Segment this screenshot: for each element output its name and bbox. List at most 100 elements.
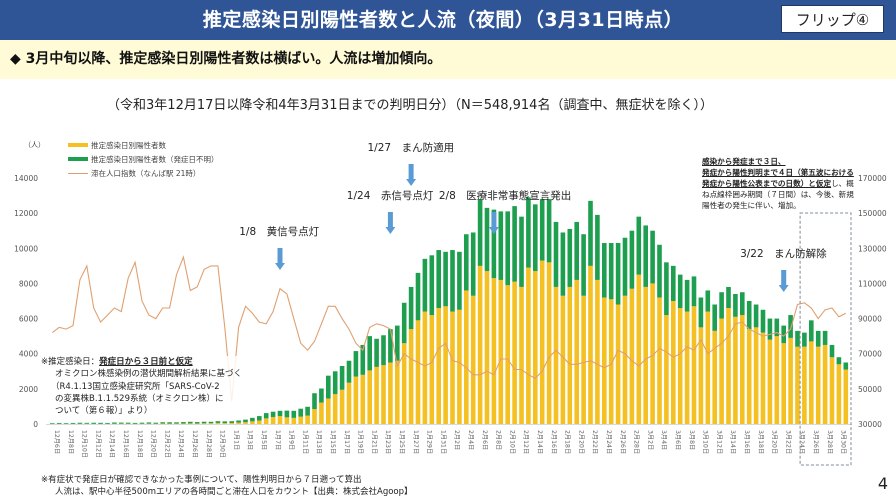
bar-onset-known bbox=[429, 315, 435, 424]
bar-onset-unknown bbox=[719, 292, 724, 319]
x-axis-tick-label: 12月20日 bbox=[150, 430, 157, 458]
bar-onset-known bbox=[774, 336, 780, 424]
note-line: ついて（第６報）」より） bbox=[55, 406, 153, 417]
arrow-icon bbox=[408, 164, 414, 179]
bar-onset-unknown bbox=[809, 320, 814, 342]
bar-onset-known bbox=[802, 346, 807, 424]
x-axis-tick-label: 3月26日 bbox=[812, 430, 819, 454]
bar-onset-known bbox=[698, 327, 704, 424]
bar-onset-unknown bbox=[629, 230, 635, 289]
bar-onset-known bbox=[332, 394, 338, 424]
arrow-icon bbox=[387, 212, 393, 227]
right-axis: 30000 50000 70000 90000 110000 130000 150000 17… bbox=[858, 174, 887, 429]
people-flow-line bbox=[51, 255, 847, 402]
legend-swatch-green bbox=[68, 157, 88, 161]
bar-onset-unknown bbox=[188, 421, 193, 424]
x-axis-tick-label: 2月24日 bbox=[605, 430, 612, 454]
summary-banner: ◆ 3月中旬以降、推定感染日別陽性者数は横ばい。人流は増加傾向。 bbox=[0, 40, 896, 79]
bar-onset-unknown bbox=[560, 232, 566, 296]
x-axis-tick-label: 12月18日 bbox=[136, 430, 143, 458]
bar-onset-known bbox=[733, 316, 738, 424]
flip-badge: フリップ④ bbox=[781, 5, 884, 33]
bar-onset-known bbox=[588, 265, 593, 424]
bar-onset-unknown bbox=[105, 422, 110, 424]
footnote-line: ※有症状で発症日が確認できなかった事例について、陽性判明日から７日遡って算出 bbox=[41, 475, 362, 485]
legend-item-onset-known: 推定感染日別陽性者数 bbox=[68, 138, 219, 152]
bar-onset-unknown bbox=[339, 366, 345, 390]
bar-onset-unknown bbox=[312, 393, 317, 410]
bar-onset-known bbox=[815, 346, 821, 424]
bar-onset-unknown bbox=[671, 265, 676, 301]
x-axis-tick-label: 2月12日 bbox=[522, 430, 529, 454]
bar-onset-known bbox=[809, 341, 814, 424]
bar-onset-known bbox=[181, 423, 186, 424]
bar-onset-unknown bbox=[733, 293, 738, 317]
note-emphasis: 発症から陽性判明まで４日（第五波における発症から陽性公表までの日数）と仮定 bbox=[702, 168, 854, 188]
bar-onset-known bbox=[236, 422, 241, 424]
bar-onset-unknown bbox=[829, 344, 835, 358]
line-series bbox=[51, 255, 847, 402]
bar-onset-known bbox=[160, 423, 165, 424]
bar-onset-unknown bbox=[650, 230, 655, 284]
right-axis-tick-label: 110000 bbox=[858, 279, 887, 288]
x-axis-tick-label: 3月30日 bbox=[840, 430, 847, 454]
bar-onset-unknown bbox=[443, 251, 448, 307]
bar-onset-unknown bbox=[388, 329, 393, 363]
x-axis-labels: 12月6日 12月8日 12月10日 12月12日 12月14日 12月16日 12月18日… bbox=[53, 430, 847, 458]
footnote: ※有症状で発症日が確認できなかった事例について、陽性判明日から７日遡って算出 人… bbox=[41, 474, 413, 498]
bar-onset-unknown bbox=[843, 362, 849, 370]
arrow-head-icon bbox=[488, 227, 499, 234]
bar-onset-known bbox=[726, 308, 731, 424]
x-axis-tick-label: 3月14日 bbox=[729, 430, 736, 454]
bar-onset-known bbox=[443, 306, 448, 424]
summary-text: ◆ 3月中旬以降、推定感染日別陽性者数は横ばい。人流は増加傾向。 bbox=[10, 40, 441, 79]
x-axis-tick-label: 2月26日 bbox=[619, 430, 626, 454]
x-axis-tick-label: 3月4日 bbox=[660, 430, 667, 450]
bar-onset-unknown bbox=[181, 422, 186, 424]
bar-onset-unknown bbox=[353, 351, 359, 377]
bar-onset-known bbox=[243, 422, 248, 424]
bar-onset-known bbox=[671, 301, 676, 424]
bar-onset-known bbox=[298, 416, 303, 424]
bar-onset-known bbox=[401, 343, 407, 424]
chart-subtitle: （令和3年12月17日以降令和4年3月31日までの判明日分）（N＝548,914… bbox=[107, 98, 713, 113]
bar-onset-known bbox=[767, 339, 773, 424]
bar-onset-unknown bbox=[194, 422, 200, 424]
x-axis-tick-label: 1月25日 bbox=[398, 430, 405, 454]
bar-onset-known bbox=[326, 398, 331, 424]
bar-onset-known bbox=[498, 279, 504, 424]
bar-onset-unknown bbox=[615, 243, 621, 305]
bar-onset-unknown bbox=[422, 258, 428, 312]
event-arrows bbox=[275, 164, 789, 292]
bar-onset-known bbox=[464, 290, 469, 424]
bar-onset-unknown bbox=[636, 216, 642, 275]
bar-onset-known bbox=[215, 422, 221, 424]
x-axis-tick-label: 2月16日 bbox=[550, 430, 557, 454]
bar-onset-known bbox=[346, 382, 352, 424]
event-label-manbou-end: 3/22 まん防解除 bbox=[740, 248, 827, 260]
bar-onset-known bbox=[664, 315, 669, 424]
event-label-manbou-start: 1/27 まん防適用 bbox=[367, 142, 455, 154]
x-axis-tick-label: 12月26日 bbox=[191, 430, 198, 458]
legend-swatch-yellow bbox=[68, 143, 88, 147]
bar-onset-unknown bbox=[125, 422, 131, 424]
bar-onset-known bbox=[650, 283, 655, 424]
bar-onset-unknown bbox=[360, 344, 366, 375]
bar-onset-unknown bbox=[243, 419, 248, 423]
bar-onset-unknown bbox=[98, 422, 103, 424]
bar-onset-unknown bbox=[112, 422, 117, 424]
bar-onset-known bbox=[339, 389, 345, 424]
bar-onset-unknown bbox=[664, 262, 669, 316]
bar-onset-unknown bbox=[50, 423, 55, 424]
x-axis-tick-label: 3月12日 bbox=[715, 430, 722, 454]
bar-onset-known bbox=[622, 295, 628, 424]
bar-onset-known bbox=[712, 330, 717, 424]
bar-onset-known bbox=[374, 366, 379, 424]
x-axis-tick-label: 1月27日 bbox=[412, 430, 419, 454]
bar-onset-unknown bbox=[684, 279, 690, 312]
bar-onset-unknown bbox=[91, 422, 96, 424]
bar-onset-unknown bbox=[70, 422, 76, 424]
bar-onset-known bbox=[553, 286, 559, 424]
bar-onset-unknown bbox=[677, 274, 683, 309]
